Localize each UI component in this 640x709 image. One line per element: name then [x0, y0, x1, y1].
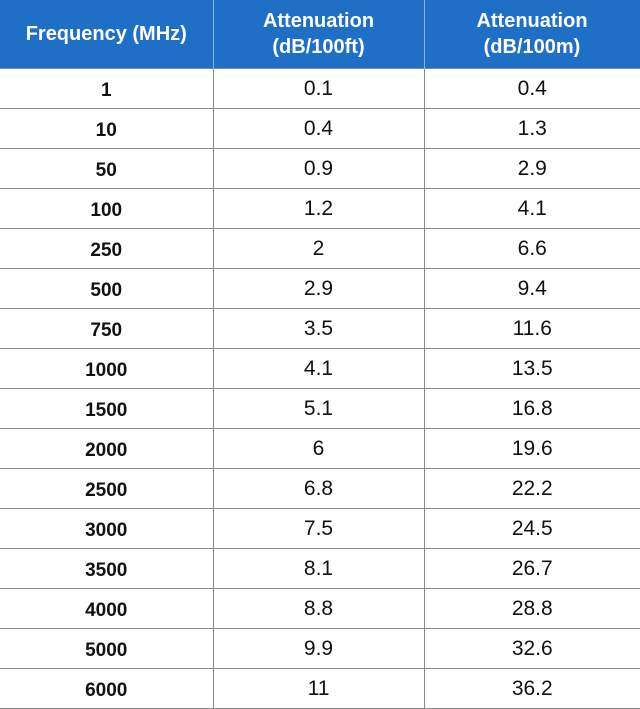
attenuation-cell: 0.9 — [212, 148, 425, 189]
attenuation-cell: 11 — [212, 668, 425, 709]
table-row: 6000 11 36.2 — [0, 668, 640, 709]
attenuation-cell: 0.1 — [212, 68, 425, 109]
attenuation-cell: 19.6 — [423, 428, 640, 469]
frequency-cell: 5000 — [0, 628, 214, 669]
attenuation-cell: 4.1 — [423, 188, 640, 229]
frequency-cell: 250 — [0, 228, 214, 269]
frequency-cell: 1000 — [0, 348, 214, 389]
table-header: Frequency (MHz) Attenuation (dB/100ft) Att… — [0, 0, 640, 69]
header-text: Frequency (MHz) — [25, 23, 187, 45]
frequency-cell: 1 — [0, 68, 214, 109]
attenuation-cell: 9.9 — [212, 628, 425, 669]
attenuation-cell: 28.8 — [423, 588, 640, 629]
header-cell: Attenuation (dB/100ft) — [213, 0, 425, 69]
attenuation-cell: 5.1 — [212, 388, 425, 429]
table-row: 10 0.4 1.3 — [0, 108, 640, 149]
table-row: 4000 8.8 28.8 — [0, 588, 640, 629]
table-row: 500 2.9 9.4 — [0, 268, 640, 309]
attenuation-cell: 0.4 — [423, 68, 640, 109]
attenuation-cell: 36.2 — [423, 668, 640, 709]
attenuation-cell: 9.4 — [423, 268, 640, 309]
attenuation-cell: 16.8 — [423, 388, 640, 429]
attenuation-cell: 1.2 — [212, 188, 425, 229]
attenuation-cell: 6.8 — [212, 468, 425, 509]
header-text: Attenuation (dB/100m) — [476, 10, 588, 58]
table-row: 250 2 6.6 — [0, 228, 640, 269]
attenuation-cell: 3.5 — [212, 308, 425, 349]
frequency-cell: 2000 — [0, 428, 214, 469]
table-row: 1 0.1 0.4 — [0, 68, 640, 109]
attenuation-cell: 1.3 — [423, 108, 640, 149]
attenuation-cell: 2.9 — [212, 268, 425, 309]
attenuation-cell: 24.5 — [423, 508, 640, 549]
header-cell: Frequency (MHz) — [0, 0, 214, 69]
frequency-cell: 50 — [0, 148, 214, 189]
table-row: 3500 8.1 26.7 — [0, 548, 640, 589]
frequency-cell: 6000 — [0, 668, 214, 709]
attenuation-cell: 2.9 — [423, 148, 640, 189]
attenuation-cell: 2 — [212, 228, 425, 269]
table-row: 2500 6.8 22.2 — [0, 468, 640, 509]
attenuation-cell: 8.1 — [212, 548, 425, 589]
frequency-cell: 750 — [0, 308, 214, 349]
attenuation-cell: 11.6 — [423, 308, 640, 349]
attenuation-cell: 8.8 — [212, 588, 425, 629]
attenuation-cell: 13.5 — [423, 348, 640, 389]
attenuation-cell: 0.4 — [212, 108, 425, 149]
table-row: 5000 9.9 32.6 — [0, 628, 640, 669]
attenuation-cell: 32.6 — [423, 628, 640, 669]
table-row: 3000 7.5 24.5 — [0, 508, 640, 549]
table-row: 50 0.9 2.9 — [0, 148, 640, 189]
attenuation-cell: 22.2 — [423, 468, 640, 509]
attenuation-cell: 7.5 — [212, 508, 425, 549]
table-row: 2000 6 19.6 — [0, 428, 640, 469]
table-row: 1500 5.1 16.8 — [0, 388, 640, 429]
header-text: Attenuation (dB/100ft) — [262, 10, 375, 58]
table-row: 1000 4.1 13.5 — [0, 348, 640, 389]
frequency-cell: 3000 — [0, 508, 214, 549]
frequency-cell: 4000 — [0, 588, 214, 629]
frequency-cell: 100 — [0, 188, 214, 229]
table-row: 750 3.5 11.6 — [0, 308, 640, 349]
attenuation-cell: 26.7 — [423, 548, 640, 589]
table-row: 100 1.2 4.1 — [0, 188, 640, 229]
table-body: 1 0.1 0.4 10 0.4 1.3 50 0.9 2.9 100 1.2 4.1 250 2 6.6 5… — [0, 68, 640, 709]
frequency-cell: 500 — [0, 268, 214, 309]
attenuation-cell: 4.1 — [212, 348, 425, 389]
header-row: Frequency (MHz) Attenuation (dB/100ft) Att… — [0, 0, 640, 69]
frequency-cell: 1500 — [0, 388, 214, 429]
frequency-cell: 2500 — [0, 468, 214, 509]
attenuation-cell: 6 — [212, 428, 425, 469]
attenuation-cell: 6.6 — [423, 228, 640, 269]
header-cell: Attenuation (dB/100m) — [424, 0, 640, 69]
frequency-cell: 3500 — [0, 548, 214, 589]
frequency-cell: 10 — [0, 108, 214, 149]
